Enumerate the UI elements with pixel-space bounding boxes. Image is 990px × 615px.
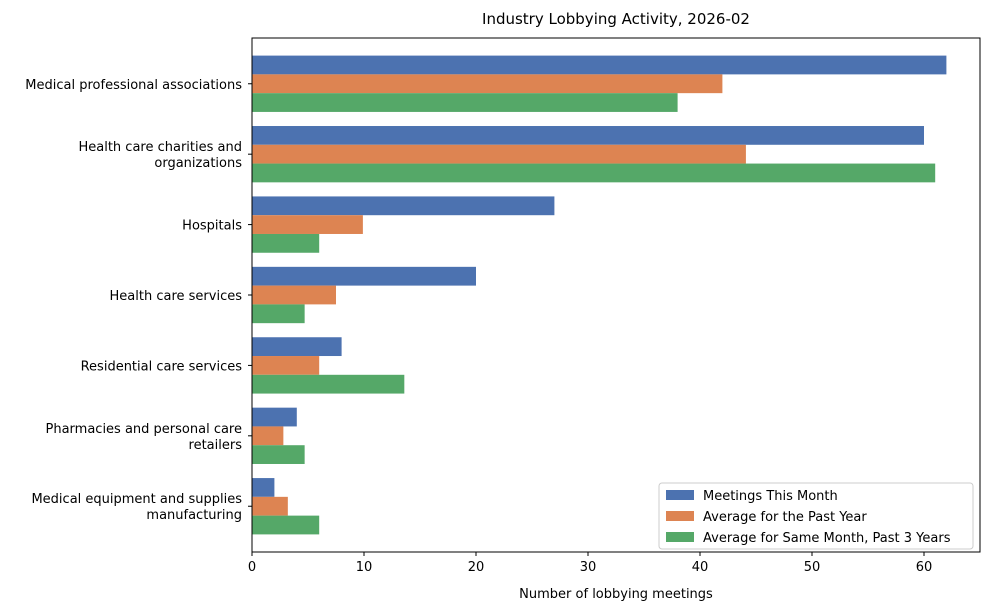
- bar: [252, 266, 476, 286]
- x-tick-label: 30: [580, 560, 597, 575]
- x-axis-label: Number of lobbying meetings: [519, 587, 713, 602]
- y-tick-label: Health care charities and organizations: [78, 140, 242, 171]
- bar: [252, 285, 336, 305]
- chart-title: Industry Lobbying Activity, 2026-02: [482, 10, 750, 28]
- x-tick-label: 20: [468, 560, 485, 575]
- y-tick-label: Medical professional associations: [25, 78, 242, 93]
- bar: [252, 478, 275, 497]
- bar: [252, 163, 936, 183]
- x-tick-label: 0: [248, 560, 256, 575]
- bar: [252, 407, 297, 427]
- bar: [252, 496, 288, 516]
- bar: [252, 74, 723, 94]
- x-tick-label: 50: [804, 560, 821, 575]
- x-tick-label: 40: [692, 560, 709, 575]
- legend-swatch: [666, 511, 694, 521]
- bar: [252, 337, 342, 357]
- y-tick-label: Hospitals: [182, 219, 242, 234]
- bar: [252, 374, 405, 394]
- bar: [252, 126, 924, 145]
- bar: [252, 356, 320, 375]
- legend-label: Meetings This Month: [703, 489, 838, 504]
- legend-swatch: [666, 532, 694, 542]
- bar: [252, 233, 320, 253]
- x-tick-label: 60: [916, 560, 933, 575]
- bar: [252, 426, 284, 446]
- plot-frame: [251, 37, 981, 553]
- bar: [252, 55, 947, 75]
- bar: [252, 515, 320, 535]
- bar: [252, 93, 678, 112]
- y-tick-label: Health care services: [110, 289, 243, 304]
- bar: [252, 215, 363, 234]
- y-tick-label: Medical equipment and supplies manufactur…: [31, 492, 242, 523]
- y-tick-label: Pharmacies and personal care retailers: [46, 422, 243, 453]
- y-tick-label: Residential care services: [81, 359, 243, 374]
- legend-box: [658, 482, 974, 550]
- bar: [252, 304, 305, 324]
- legend-label: Average for Same Month, Past 3 Years: [703, 531, 951, 546]
- legend-label: Average for the Past Year: [703, 510, 867, 525]
- bar: [252, 445, 305, 464]
- legend: Meetings This Month Average for the Past …: [658, 482, 974, 550]
- legend-swatch: [666, 490, 694, 500]
- bar: [252, 196, 555, 216]
- x-tick-label: 10: [356, 560, 373, 575]
- bar: [252, 144, 746, 164]
